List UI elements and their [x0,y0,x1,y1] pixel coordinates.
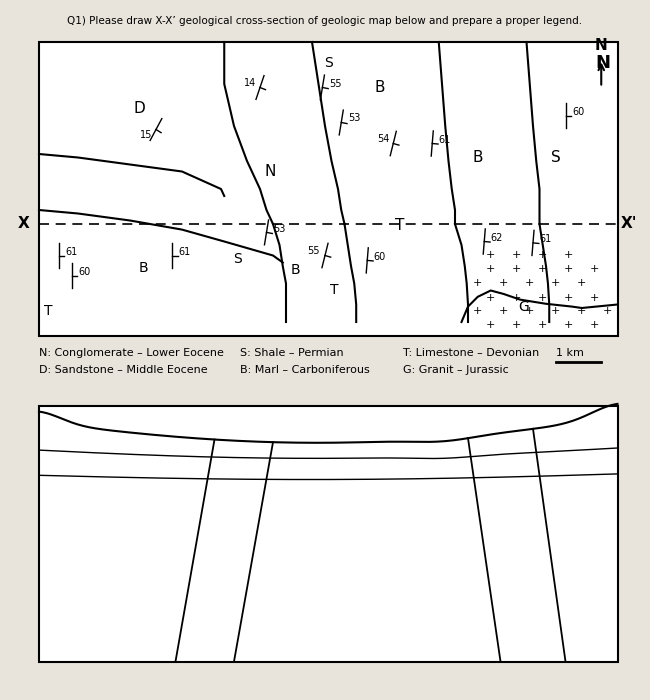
Text: 55: 55 [307,246,319,256]
Text: +: + [564,265,573,274]
Text: +: + [486,265,495,274]
Text: S: S [324,56,333,70]
Text: B: B [291,262,300,276]
Text: X': X' [621,216,637,232]
Text: +: + [512,251,521,260]
Text: +: + [538,321,547,330]
Text: 14: 14 [244,78,256,88]
Text: +: + [512,265,521,274]
Text: B: B [375,80,385,95]
Text: 61: 61 [65,247,77,257]
Text: 60: 60 [374,252,386,262]
Text: +: + [551,279,560,288]
Text: G: Granit – Jurassic: G: Granit – Jurassic [403,365,509,374]
Text: 60: 60 [78,267,90,277]
FancyBboxPatch shape [39,406,617,662]
Text: B: B [473,150,483,165]
Text: 53: 53 [348,113,360,123]
Text: 61: 61 [439,135,451,145]
Text: N: N [264,164,276,179]
Text: 53: 53 [273,224,285,234]
Text: 61: 61 [540,234,552,244]
Text: X: X [18,216,29,232]
Text: +: + [512,321,521,330]
Text: T: T [330,284,339,298]
Text: +: + [473,307,482,316]
Text: +: + [473,279,482,288]
Text: T: Limestone – Devonian: T: Limestone – Devonian [403,349,540,358]
Text: +: + [577,307,586,316]
Text: +: + [486,293,495,302]
Text: +: + [525,279,534,288]
Text: 61: 61 [179,247,191,257]
FancyBboxPatch shape [39,42,617,336]
Text: +: + [564,251,573,260]
Text: S: S [551,150,560,165]
Text: T: T [44,304,53,318]
Text: G: G [518,300,528,314]
Text: +: + [499,279,508,288]
Text: +: + [486,251,495,260]
Text: S: S [233,252,242,266]
Text: 55: 55 [329,79,341,89]
Text: T: T [395,218,404,233]
Text: S: Shale – Permian: S: Shale – Permian [240,349,344,358]
Text: +: + [525,307,534,316]
Text: +: + [538,251,547,260]
Text: +: + [590,265,599,274]
Text: +: + [512,293,521,302]
Text: Q1) Please draw X-X’ geological cross-section of geologic map below and prepare : Q1) Please draw X-X’ geological cross-se… [68,16,582,26]
Text: B: B [138,261,148,275]
Text: +: + [499,307,508,316]
Text: 15: 15 [140,130,152,140]
Text: N: N [595,38,608,52]
Text: D: Sandstone – Middle Eocene: D: Sandstone – Middle Eocene [39,365,207,374]
Text: +: + [486,321,495,330]
Text: +: + [538,265,547,274]
Text: +: + [590,321,599,330]
Text: +: + [564,321,573,330]
Text: N: N [595,54,611,72]
Text: 1 km: 1 km [556,349,584,358]
Text: +: + [577,279,586,288]
Text: +: + [538,293,547,302]
Text: +: + [564,293,573,302]
Text: +: + [603,307,612,316]
Text: +: + [551,307,560,316]
Text: +: + [590,293,599,302]
Text: 60: 60 [572,107,584,117]
Text: 62: 62 [491,233,503,243]
Text: N: Conglomerate – Lower Eocene: N: Conglomerate – Lower Eocene [39,349,224,358]
Text: B: Marl – Carboniferous: B: Marl – Carboniferous [240,365,370,374]
Text: D: D [134,101,146,116]
Text: 54: 54 [377,134,389,144]
